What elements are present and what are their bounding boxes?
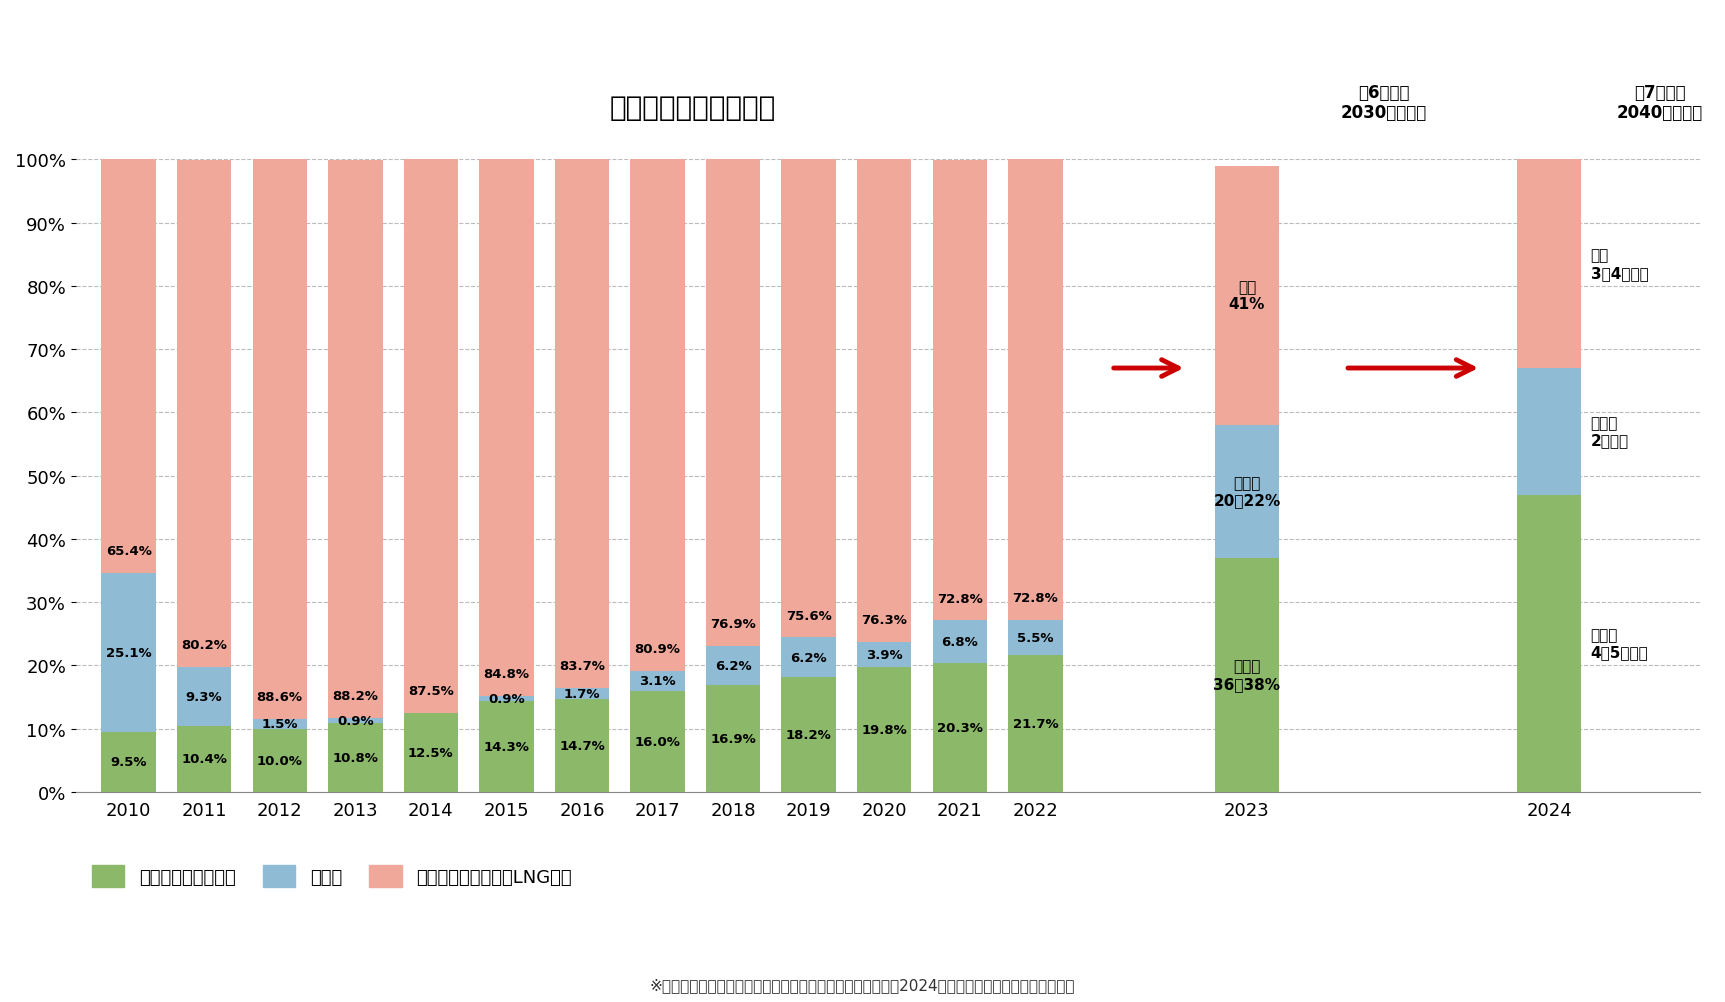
Text: 19.8%: 19.8% xyxy=(861,722,907,735)
Bar xyxy=(857,160,911,642)
Text: 87.5%: 87.5% xyxy=(409,684,454,697)
Bar xyxy=(178,160,231,667)
Bar xyxy=(706,685,761,792)
Text: 12.5%: 12.5% xyxy=(409,745,454,759)
Text: 18.2%: 18.2% xyxy=(787,728,831,740)
Text: 72.8%: 72.8% xyxy=(937,592,983,605)
Bar xyxy=(555,688,609,699)
Text: 再エネ
4〜5割程度: 再エネ 4〜5割程度 xyxy=(1590,627,1649,659)
Bar xyxy=(1214,558,1278,792)
Bar xyxy=(933,621,987,663)
Text: 88.6%: 88.6% xyxy=(257,690,304,703)
Bar xyxy=(706,646,761,685)
Text: 6.2%: 6.2% xyxy=(790,651,826,664)
Bar xyxy=(328,160,383,718)
Bar xyxy=(102,160,155,573)
Text: 20.3%: 20.3% xyxy=(937,721,983,734)
Bar xyxy=(781,160,837,638)
Text: 1.5%: 1.5% xyxy=(262,717,298,730)
Bar xyxy=(933,160,987,621)
Bar xyxy=(252,728,307,792)
Bar xyxy=(480,701,533,792)
Text: 76.9%: 76.9% xyxy=(711,617,756,630)
Bar xyxy=(404,160,459,713)
Bar xyxy=(1007,620,1063,655)
Bar xyxy=(857,667,911,792)
Text: 6.2%: 6.2% xyxy=(714,659,752,672)
Text: 原子力
20〜22%: 原子力 20〜22% xyxy=(1213,476,1280,508)
Text: 再エネ
36〜38%: 再エネ 36〜38% xyxy=(1213,659,1280,691)
Text: 84.8%: 84.8% xyxy=(483,667,530,680)
Bar xyxy=(1007,160,1063,620)
Text: 第7次計画
2040年度目標: 第7次計画 2040年度目標 xyxy=(1616,83,1703,122)
Text: 火力
41%: 火力 41% xyxy=(1228,280,1264,313)
Text: 65.4%: 65.4% xyxy=(105,544,152,557)
Bar xyxy=(480,696,533,701)
Text: 原子力
2割程度: 原子力 2割程度 xyxy=(1590,416,1628,448)
Bar xyxy=(781,677,837,792)
Text: 80.9%: 80.9% xyxy=(635,642,680,655)
Bar xyxy=(404,713,459,792)
Text: 火力
3〜4割程度: 火力 3〜4割程度 xyxy=(1590,248,1649,281)
Bar xyxy=(1516,369,1582,495)
Bar xyxy=(102,731,155,792)
Text: 10.8%: 10.8% xyxy=(333,752,378,765)
Text: 10.4%: 10.4% xyxy=(181,753,228,766)
Text: 76.3%: 76.3% xyxy=(861,613,907,626)
Text: 第6次計画
2030年度目標: 第6次計画 2030年度目標 xyxy=(1340,83,1427,122)
Text: 14.7%: 14.7% xyxy=(559,739,605,753)
Bar xyxy=(933,663,987,792)
Bar xyxy=(630,690,685,792)
Text: 88.2%: 88.2% xyxy=(333,689,378,702)
Text: ※資源エネルギー庁「エネルギーをめぐる状況について」（2024年５月）の掲載情報をもとに作成: ※資源エネルギー庁「エネルギーをめぐる状況について」（2024年５月）の掲載情報… xyxy=(650,977,1075,992)
Bar xyxy=(1007,655,1063,792)
Bar xyxy=(178,726,231,792)
Bar xyxy=(1214,426,1278,558)
Text: 16.9%: 16.9% xyxy=(711,732,756,745)
Text: 0.9%: 0.9% xyxy=(488,692,524,705)
Bar xyxy=(555,159,609,688)
Text: 16.0%: 16.0% xyxy=(635,734,680,747)
Text: 25.1%: 25.1% xyxy=(105,646,152,659)
Bar xyxy=(857,642,911,667)
Bar xyxy=(781,638,837,677)
Text: 72.8%: 72.8% xyxy=(1013,591,1057,604)
Bar xyxy=(328,723,383,792)
Text: 1.7%: 1.7% xyxy=(564,687,600,700)
Bar xyxy=(252,719,307,728)
Bar xyxy=(1214,166,1278,426)
Text: 5.5%: 5.5% xyxy=(1018,631,1054,644)
Bar xyxy=(630,160,685,671)
Bar xyxy=(555,699,609,792)
Bar xyxy=(1516,495,1582,792)
Text: 6.8%: 6.8% xyxy=(942,635,978,648)
Bar xyxy=(706,160,761,646)
Bar xyxy=(328,718,383,723)
Bar xyxy=(480,160,533,696)
Text: 80.2%: 80.2% xyxy=(181,638,228,651)
Bar xyxy=(178,667,231,726)
Text: 3.9%: 3.9% xyxy=(866,648,902,661)
Text: 75.6%: 75.6% xyxy=(787,609,831,622)
Text: 0.9%: 0.9% xyxy=(336,714,374,727)
Text: 10.0%: 10.0% xyxy=(257,754,302,767)
Legend: 再生可能エネルギー, 原子力, 火力（石炭・石油・LNG等）: 再生可能エネルギー, 原子力, 火力（石炭・石油・LNG等） xyxy=(85,858,580,894)
Text: 9.3%: 9.3% xyxy=(186,690,223,703)
Bar xyxy=(102,573,155,731)
Text: 日本の電源構成の推移: 日本の電源構成の推移 xyxy=(611,94,776,122)
Text: 9.5%: 9.5% xyxy=(110,756,147,769)
Bar xyxy=(1516,160,1582,369)
Text: 21.7%: 21.7% xyxy=(1013,716,1057,729)
Bar xyxy=(252,159,307,719)
Text: 83.7%: 83.7% xyxy=(559,659,605,672)
Text: 14.3%: 14.3% xyxy=(483,740,530,754)
Text: 3.1%: 3.1% xyxy=(640,674,676,687)
Bar xyxy=(630,671,685,690)
